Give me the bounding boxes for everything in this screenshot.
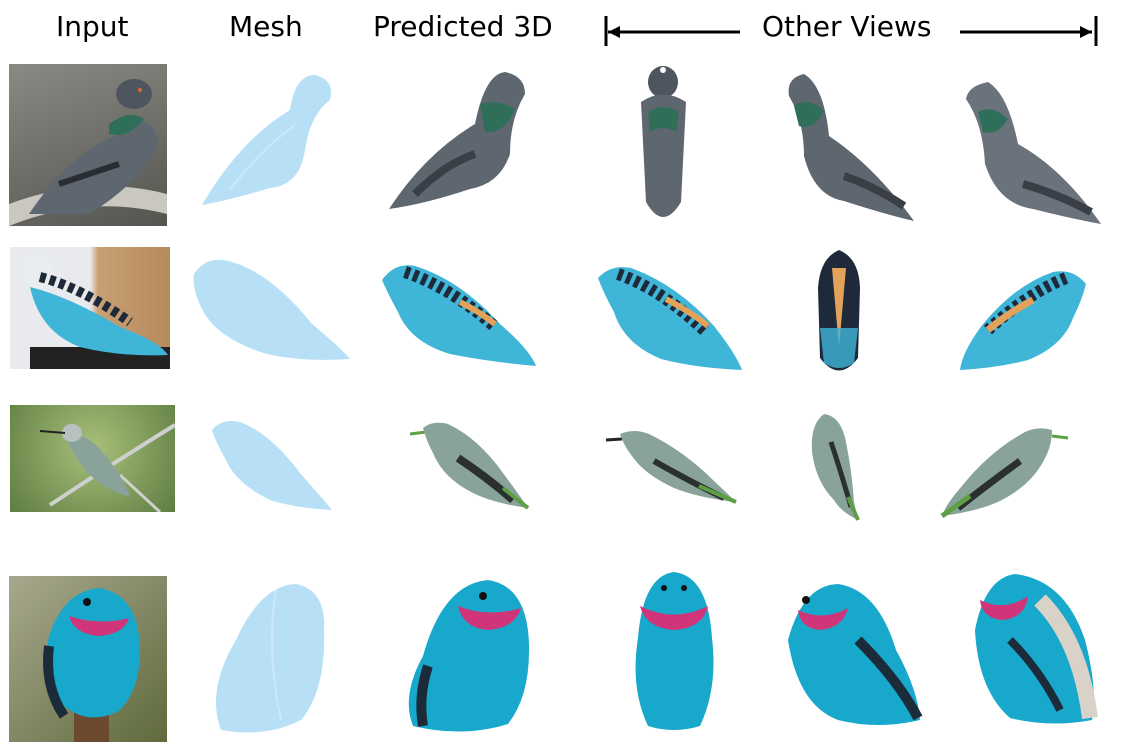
- header-mesh: Mesh: [229, 10, 303, 43]
- mesh-budgerigar: [192, 254, 352, 364]
- other-view-2-cotinga: [778, 580, 923, 730]
- predicted-3d-budgerigar: [380, 262, 540, 370]
- other-view-1-budgerigar: [596, 264, 746, 374]
- other-view-2-pigeon: [784, 66, 919, 226]
- other-view-3-hummingbird: [940, 426, 1070, 518]
- other-view-3-budgerigar: [958, 268, 1088, 376]
- other-view-2-budgerigar: [814, 248, 864, 380]
- predicted-3d-cotinga: [403, 576, 531, 734]
- other-views-arrow: [600, 12, 1100, 52]
- header-predicted-3d: Predicted 3D: [373, 10, 553, 43]
- input-photo-budgerigar: [10, 247, 170, 369]
- predicted-3d-pigeon: [385, 64, 535, 214]
- mesh-pigeon: [200, 70, 335, 210]
- other-view-3-cotinga: [970, 570, 1098, 728]
- other-view-1-pigeon: [636, 62, 691, 230]
- other-view-1-hummingbird: [604, 426, 739, 506]
- predicted-3d-hummingbird: [408, 418, 533, 510]
- other-view-2-hummingbird: [806, 412, 861, 522]
- other-view-1-cotinga: [628, 568, 720, 732]
- input-photo-hummingbird: [10, 405, 175, 512]
- mesh-hummingbird: [210, 418, 335, 513]
- other-view-3-pigeon: [963, 74, 1103, 229]
- input-photo-cotinga: [9, 576, 167, 742]
- mesh-cotinga: [206, 580, 331, 736]
- header-input: Input: [56, 10, 129, 43]
- input-photo-pigeon: [9, 64, 167, 226]
